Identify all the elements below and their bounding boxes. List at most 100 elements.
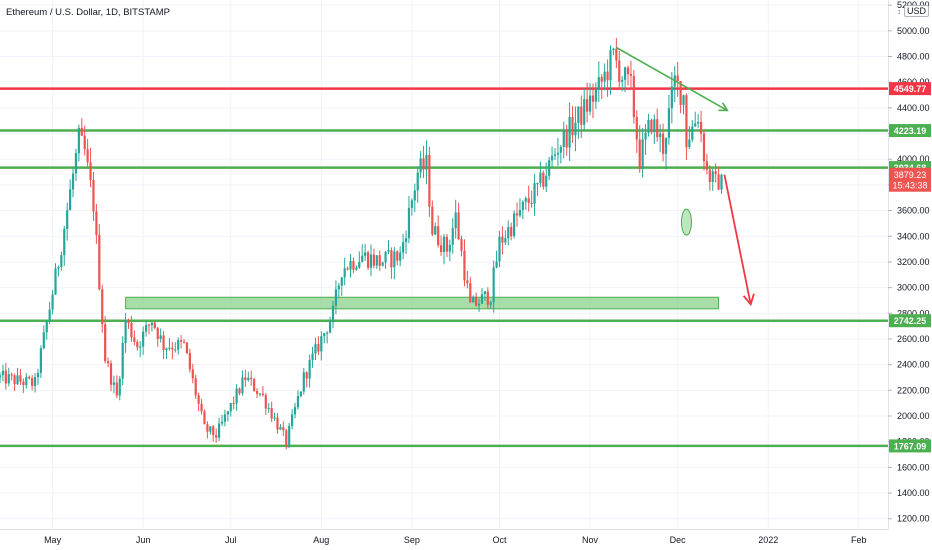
candle-body	[276, 417, 279, 430]
candle	[299, 391, 302, 398]
candle	[215, 428, 218, 443]
level-price-label: 4223.19	[894, 126, 927, 136]
candle-body	[477, 303, 481, 306]
candle	[618, 50, 621, 90]
candle	[203, 409, 206, 425]
candle-body	[142, 331, 145, 347]
scale-icon[interactable]: ↕	[897, 7, 901, 16]
candle-body	[162, 335, 165, 350]
candle	[142, 326, 145, 355]
price-tick-label: 2400.00	[897, 360, 930, 370]
candle-body	[250, 377, 253, 380]
candle-body	[150, 322, 153, 326]
candle-body	[334, 289, 338, 306]
candle-body	[343, 268, 346, 278]
candle	[86, 138, 89, 167]
candle-body	[346, 268, 349, 270]
candle	[1, 364, 5, 382]
candle	[109, 360, 113, 392]
candle-body	[609, 50, 612, 81]
candle-body	[212, 426, 215, 436]
candle	[25, 373, 28, 389]
candle	[387, 240, 390, 255]
candle-body	[372, 254, 375, 266]
candle-body	[98, 234, 101, 290]
candle	[139, 341, 142, 358]
candle-body	[258, 393, 262, 395]
candle	[57, 265, 60, 277]
candle	[95, 204, 98, 244]
candle-body	[682, 95, 685, 105]
candle-body	[10, 374, 13, 376]
candle	[279, 424, 282, 430]
candle-body	[656, 119, 659, 138]
candle-body	[136, 341, 139, 348]
candle-body	[86, 149, 89, 163]
candle-body	[439, 245, 443, 253]
candle	[448, 239, 451, 262]
candle	[337, 283, 340, 298]
candle	[451, 218, 454, 254]
candle	[437, 215, 440, 248]
candle	[235, 384, 238, 411]
candle	[162, 330, 165, 360]
candle-body	[521, 201, 524, 210]
candle-body	[404, 238, 408, 243]
time-tick-label: Oct	[492, 535, 507, 545]
candle	[101, 284, 104, 333]
candle-body	[296, 396, 300, 408]
last-price-label: 3879.23	[894, 170, 927, 180]
candle-body	[626, 67, 630, 75]
candle	[352, 257, 355, 273]
candle	[402, 233, 405, 260]
candle-body	[653, 119, 656, 133]
candle-body	[527, 198, 530, 203]
candle	[22, 378, 25, 394]
candle-body	[121, 342, 124, 379]
candle-body	[533, 183, 536, 204]
candle	[480, 288, 484, 304]
candle-body	[285, 430, 288, 445]
candle-body	[112, 382, 116, 385]
candle-body	[393, 251, 396, 268]
candle-body	[699, 121, 703, 134]
candle-body	[220, 421, 224, 424]
candle-body	[688, 139, 691, 148]
candle-body	[504, 238, 507, 243]
candle	[331, 300, 335, 329]
price-tick-label: 4400.00	[897, 103, 930, 113]
candle-body	[396, 251, 399, 261]
candle	[112, 375, 116, 394]
candle-body	[74, 153, 78, 174]
candle-body	[524, 198, 527, 202]
candle	[80, 118, 83, 136]
candle-body	[536, 183, 539, 185]
candle-body	[515, 213, 519, 216]
candle	[311, 346, 314, 368]
candle	[320, 331, 323, 361]
price-tick-label: 2800.00	[897, 308, 930, 318]
candle	[621, 76, 624, 92]
time-tick-label: Jul	[225, 535, 237, 545]
candle	[466, 270, 469, 289]
candle-body	[291, 414, 294, 426]
candle-body	[235, 388, 238, 404]
candle	[372, 248, 375, 269]
candle-body	[600, 77, 603, 82]
candle	[513, 210, 516, 239]
candle	[457, 202, 460, 241]
level-price-tag	[889, 82, 931, 96]
candle	[419, 150, 422, 179]
currency-button[interactable]: USD	[904, 5, 930, 17]
candle	[606, 59, 609, 97]
candle	[524, 196, 527, 210]
candle	[498, 230, 501, 268]
candle-body	[101, 289, 104, 325]
candle-body	[419, 158, 422, 173]
candle	[404, 230, 408, 254]
candle-body	[437, 226, 440, 246]
candle	[489, 300, 492, 309]
candle	[60, 251, 63, 271]
price-tick-label: 4800.00	[897, 51, 930, 61]
